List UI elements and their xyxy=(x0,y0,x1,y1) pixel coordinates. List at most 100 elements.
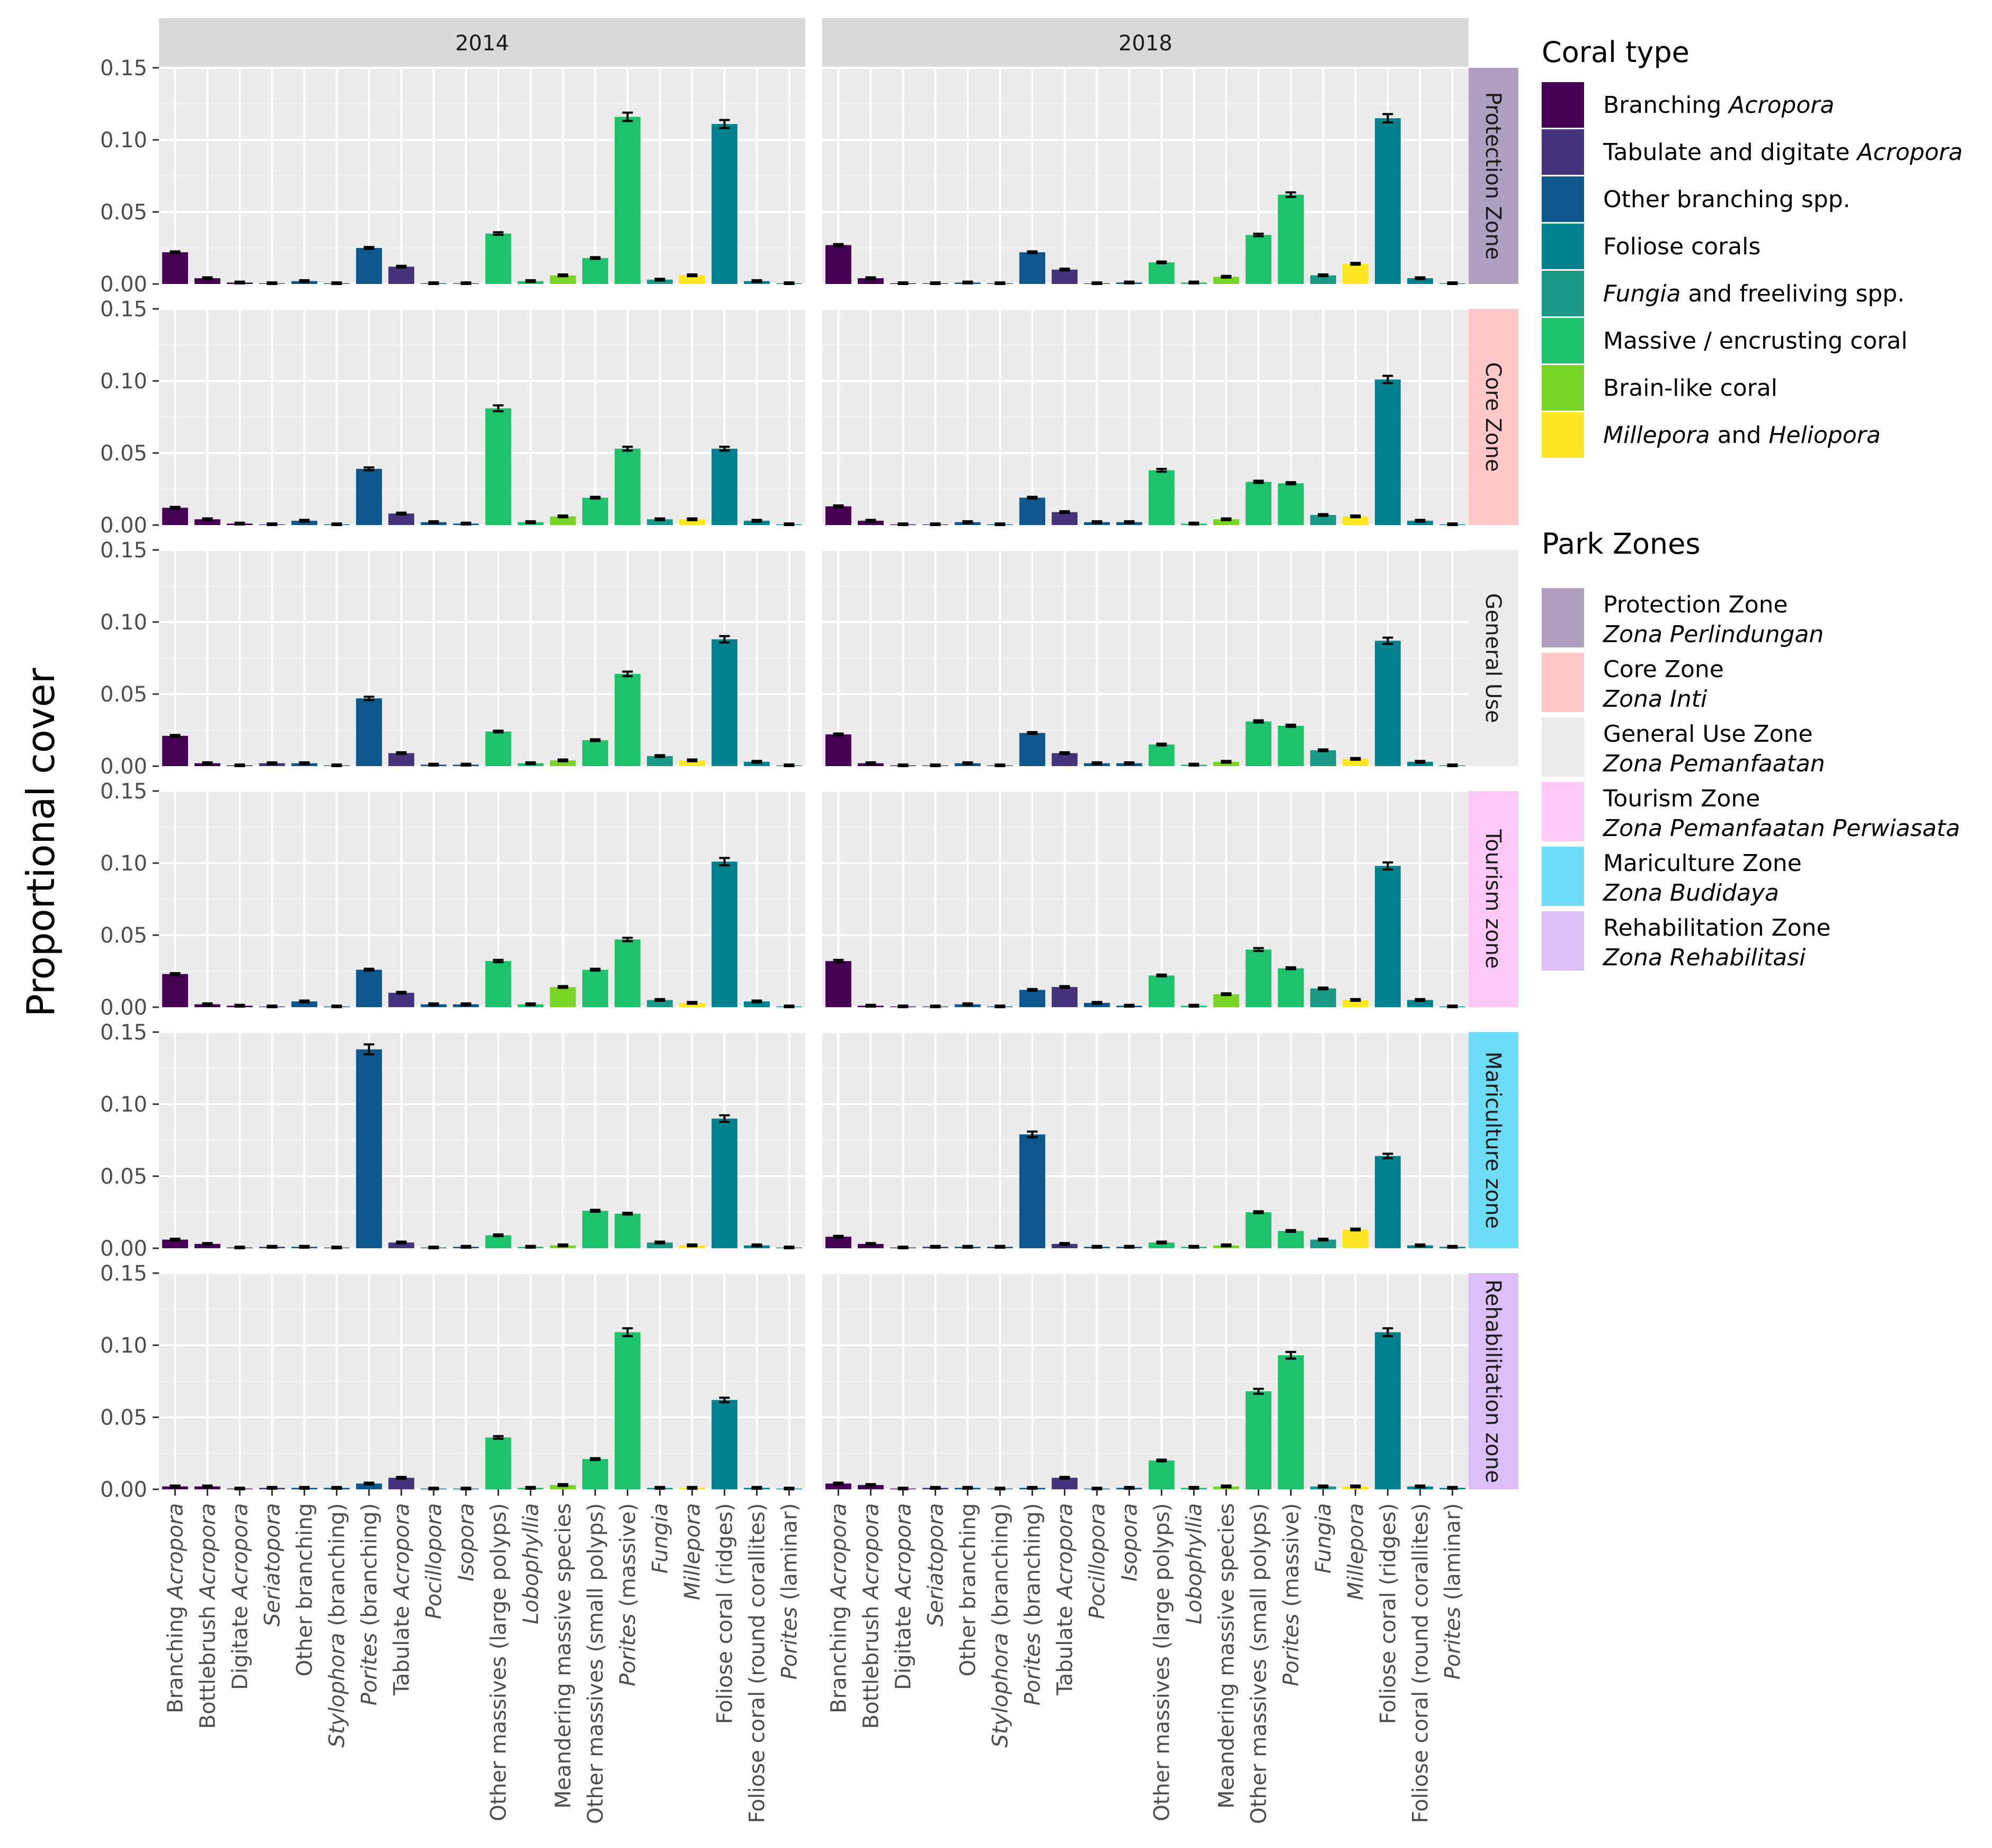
bar xyxy=(485,1235,511,1248)
error-bar xyxy=(1188,521,1199,526)
bar xyxy=(388,513,414,525)
error-bar xyxy=(590,1209,601,1213)
error-bar xyxy=(1188,1003,1199,1008)
x-tick-label: Lobophyllia xyxy=(519,1503,544,1624)
bar xyxy=(712,124,737,284)
error-bar xyxy=(622,1212,633,1216)
bar xyxy=(356,248,382,284)
year-strip-label: 2014 xyxy=(455,31,509,56)
y-tick-label: 0.05 xyxy=(100,682,147,707)
error-bar xyxy=(1350,1228,1361,1232)
error-bar xyxy=(1156,1240,1167,1245)
error-bar xyxy=(930,1245,941,1249)
error-bar xyxy=(266,281,278,285)
legend-label-zone-local: Zona Rehabilitasi xyxy=(1603,944,1806,971)
error-bar xyxy=(865,761,876,766)
legend-key-coral xyxy=(1542,224,1584,269)
error-bar xyxy=(1382,1327,1393,1337)
error-bar xyxy=(1447,281,1458,285)
error-bar xyxy=(170,1484,181,1489)
x-tick-label: Porites (massive) xyxy=(616,1503,641,1686)
error-bar xyxy=(897,1005,909,1008)
error-bar xyxy=(687,1243,698,1248)
bar xyxy=(582,1459,608,1489)
x-tick-label: Other massives (large polyps) xyxy=(487,1503,511,1822)
x-tick-label: Tabulate Acropora xyxy=(1053,1503,1078,1696)
error-bar xyxy=(234,1003,245,1008)
error-bar xyxy=(493,1435,504,1440)
error-bar xyxy=(170,972,181,976)
error-bar xyxy=(428,1002,439,1007)
error-bar xyxy=(1188,280,1199,285)
error-bar xyxy=(234,763,245,767)
bar xyxy=(388,1478,414,1489)
error-bar xyxy=(994,1245,1006,1249)
bar xyxy=(1407,278,1433,284)
error-bar xyxy=(1318,1484,1329,1489)
bar xyxy=(1407,1000,1433,1007)
bar xyxy=(1246,949,1271,1007)
bar xyxy=(550,987,576,1007)
error-bar xyxy=(170,250,181,254)
error-bar xyxy=(1253,479,1264,484)
bar xyxy=(712,448,737,525)
bar xyxy=(825,961,851,1007)
y-tick-label: 0.05 xyxy=(100,923,147,948)
error-bar xyxy=(590,256,601,260)
bar xyxy=(825,506,851,525)
bar xyxy=(1052,1243,1078,1248)
error-bar xyxy=(1285,1351,1296,1360)
x-tick-label: Other branching xyxy=(956,1503,981,1676)
bar xyxy=(1149,470,1175,525)
bar xyxy=(582,497,608,525)
error-bar xyxy=(590,495,601,500)
bar xyxy=(162,735,188,766)
error-bar xyxy=(1415,1243,1426,1248)
bar xyxy=(744,1001,770,1007)
legend-label-coral: Brain-like coral xyxy=(1603,375,1777,402)
error-bar xyxy=(719,119,730,129)
error-bar xyxy=(331,1005,342,1008)
x-tick-label: Porites (laminar) xyxy=(1441,1503,1465,1680)
error-bar xyxy=(833,1234,844,1239)
bar xyxy=(1342,1000,1368,1007)
error-bar xyxy=(1059,510,1070,514)
x-tick-label: Fungia xyxy=(648,1503,673,1574)
error-bar xyxy=(687,273,698,278)
error-bar xyxy=(1059,1242,1070,1246)
x-tick-label: Porites (branching) xyxy=(358,1503,382,1705)
error-bar xyxy=(299,1486,310,1490)
error-bar xyxy=(299,519,310,523)
y-tick-label: 0.00 xyxy=(100,513,147,538)
bar xyxy=(1310,514,1336,525)
legend-zone-title: Park Zones xyxy=(1542,527,1700,561)
bar xyxy=(1019,252,1045,284)
error-bar xyxy=(299,761,310,766)
legend-label-zone-local: Zona Pemanfaatan Perwiasata xyxy=(1603,815,1960,842)
error-bar xyxy=(1091,1245,1102,1249)
bar xyxy=(647,1242,673,1248)
error-bar xyxy=(719,446,730,452)
x-tick-label: Lobophyllia xyxy=(1182,1503,1207,1624)
error-bar xyxy=(460,1245,472,1249)
zone-strip-label: Rehabilitation zone xyxy=(1481,1280,1505,1483)
error-bar xyxy=(525,761,536,766)
x-tick-label: Foliose coral (round corallites) xyxy=(745,1503,770,1823)
bar xyxy=(679,275,705,284)
bar xyxy=(1375,641,1401,766)
bar xyxy=(1246,482,1271,525)
error-bar xyxy=(751,999,762,1003)
bar xyxy=(194,519,220,525)
bar xyxy=(1213,277,1239,284)
error-bar xyxy=(719,1397,730,1403)
error-bar xyxy=(234,521,245,526)
error-bar xyxy=(687,517,698,521)
bar xyxy=(858,520,884,525)
y-tick-label: 0.00 xyxy=(100,1237,147,1261)
bar xyxy=(291,520,317,525)
bar xyxy=(1278,968,1304,1007)
bar xyxy=(1278,1355,1304,1489)
bar xyxy=(1246,1391,1271,1489)
error-bar xyxy=(1382,1152,1393,1160)
bar xyxy=(712,639,737,766)
